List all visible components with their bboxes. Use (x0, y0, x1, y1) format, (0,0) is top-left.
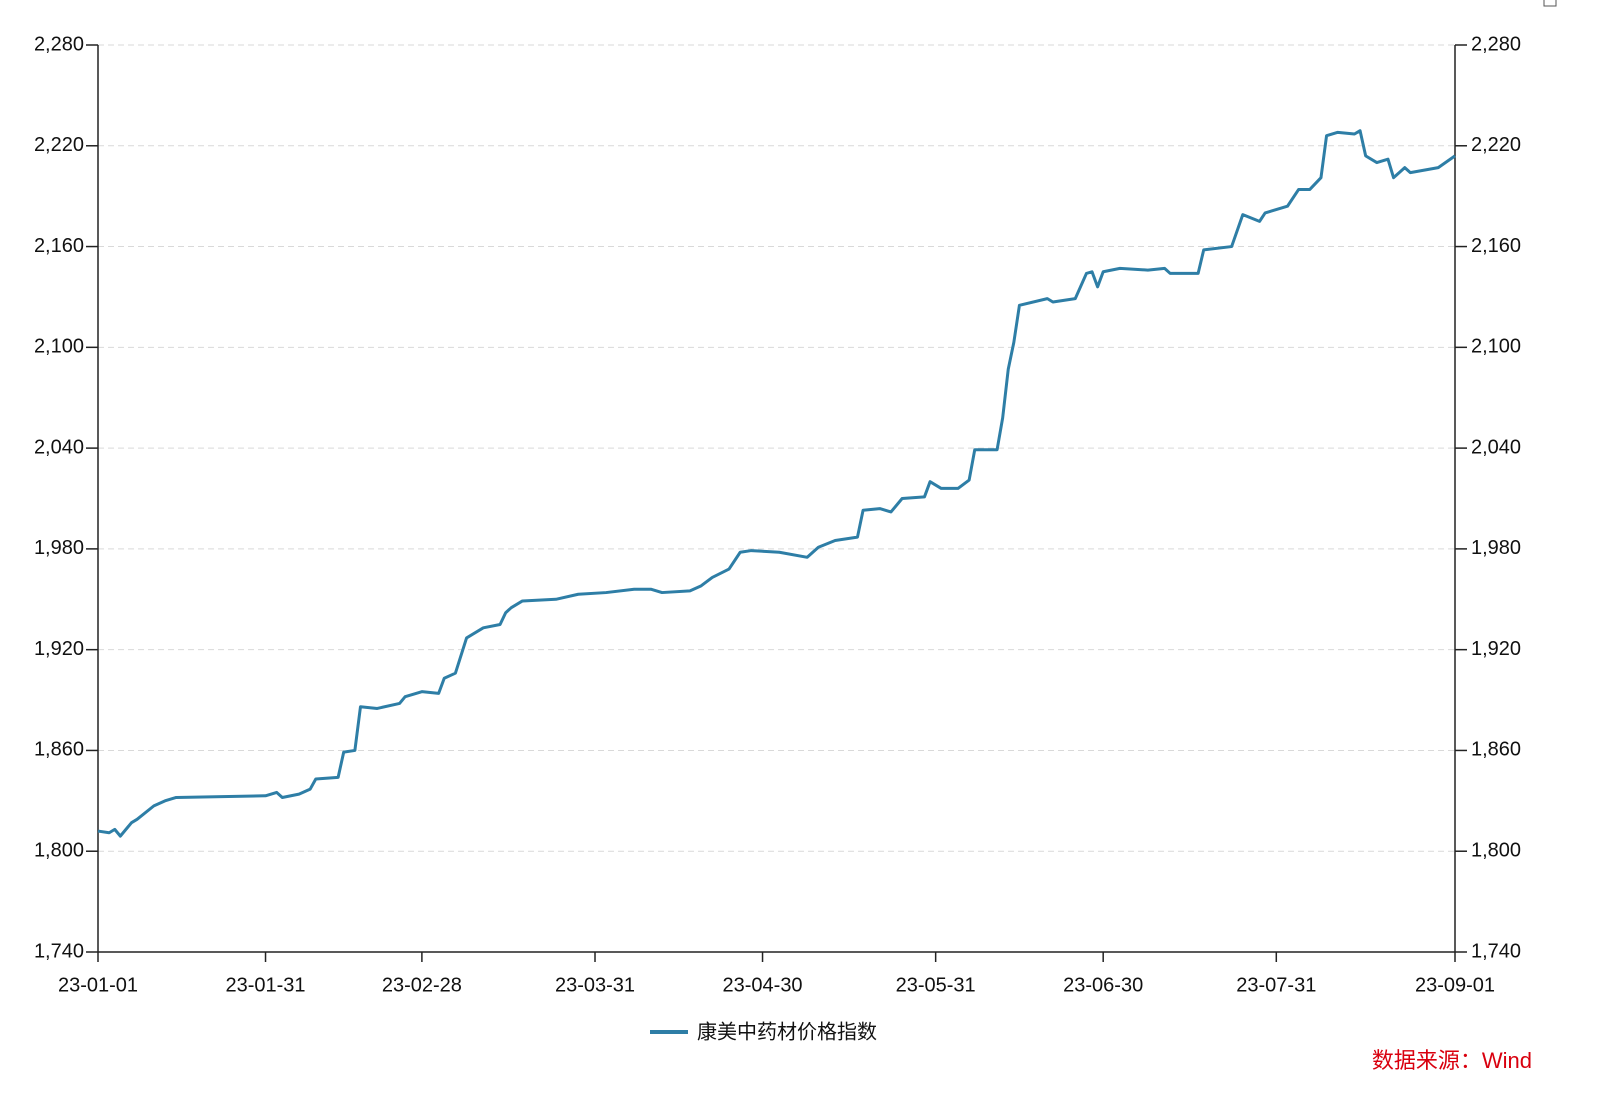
y2-tick-label: 2,100 (1471, 336, 1521, 358)
y2-tick-label: 1,920 (1471, 638, 1521, 660)
series-line (97, 129, 1456, 838)
x-tick-label: 23-02-28 (382, 974, 462, 996)
y2-tick-label: 1,800 (1471, 840, 1521, 862)
x-tick-label: 23-04-30 (723, 974, 803, 996)
x-tick-label: 23-01-01 (58, 974, 138, 996)
y2-tick-label: 2,220 (1471, 134, 1521, 156)
x-tick-label: 23-09-01 (1415, 974, 1495, 996)
y2-tick-label: 2,040 (1471, 436, 1521, 458)
y2-tick-label: 1,740 (1471, 940, 1521, 962)
y-tick-label: 2,100 (34, 336, 84, 358)
y-tick-label: 1,920 (34, 638, 84, 660)
legend-label: 康美中药材价格指数 (697, 1020, 877, 1043)
y2-tick-label: 2,160 (1471, 235, 1521, 257)
y2-tick-label: 1,980 (1471, 537, 1521, 559)
y-tick-label: 2,280 (34, 33, 84, 55)
y-tick-label: 2,220 (34, 134, 84, 156)
x-tick-label: 23-05-31 (896, 974, 976, 996)
y2-tick-label: 2,280 (1471, 33, 1521, 55)
source: 数据来源：Wind (1372, 1048, 1532, 1073)
y-tick-label: 1,740 (34, 940, 84, 962)
y-tick-label: 1,980 (34, 537, 84, 559)
y-tick-label: 2,160 (34, 235, 84, 257)
y-tick-label: 2,040 (34, 436, 84, 458)
y-tick-label: 1,800 (34, 840, 84, 862)
x-tick-label: 23-03-31 (555, 974, 635, 996)
x-tick-label: 23-01-31 (225, 974, 305, 996)
x-tick-label: 23-06-30 (1063, 974, 1143, 996)
y-tick-label: 1,860 (34, 739, 84, 761)
x-tick-label: 23-07-31 (1236, 974, 1316, 996)
y2-tick-label: 1,860 (1471, 739, 1521, 761)
corner-icon (1543, 0, 1557, 7)
